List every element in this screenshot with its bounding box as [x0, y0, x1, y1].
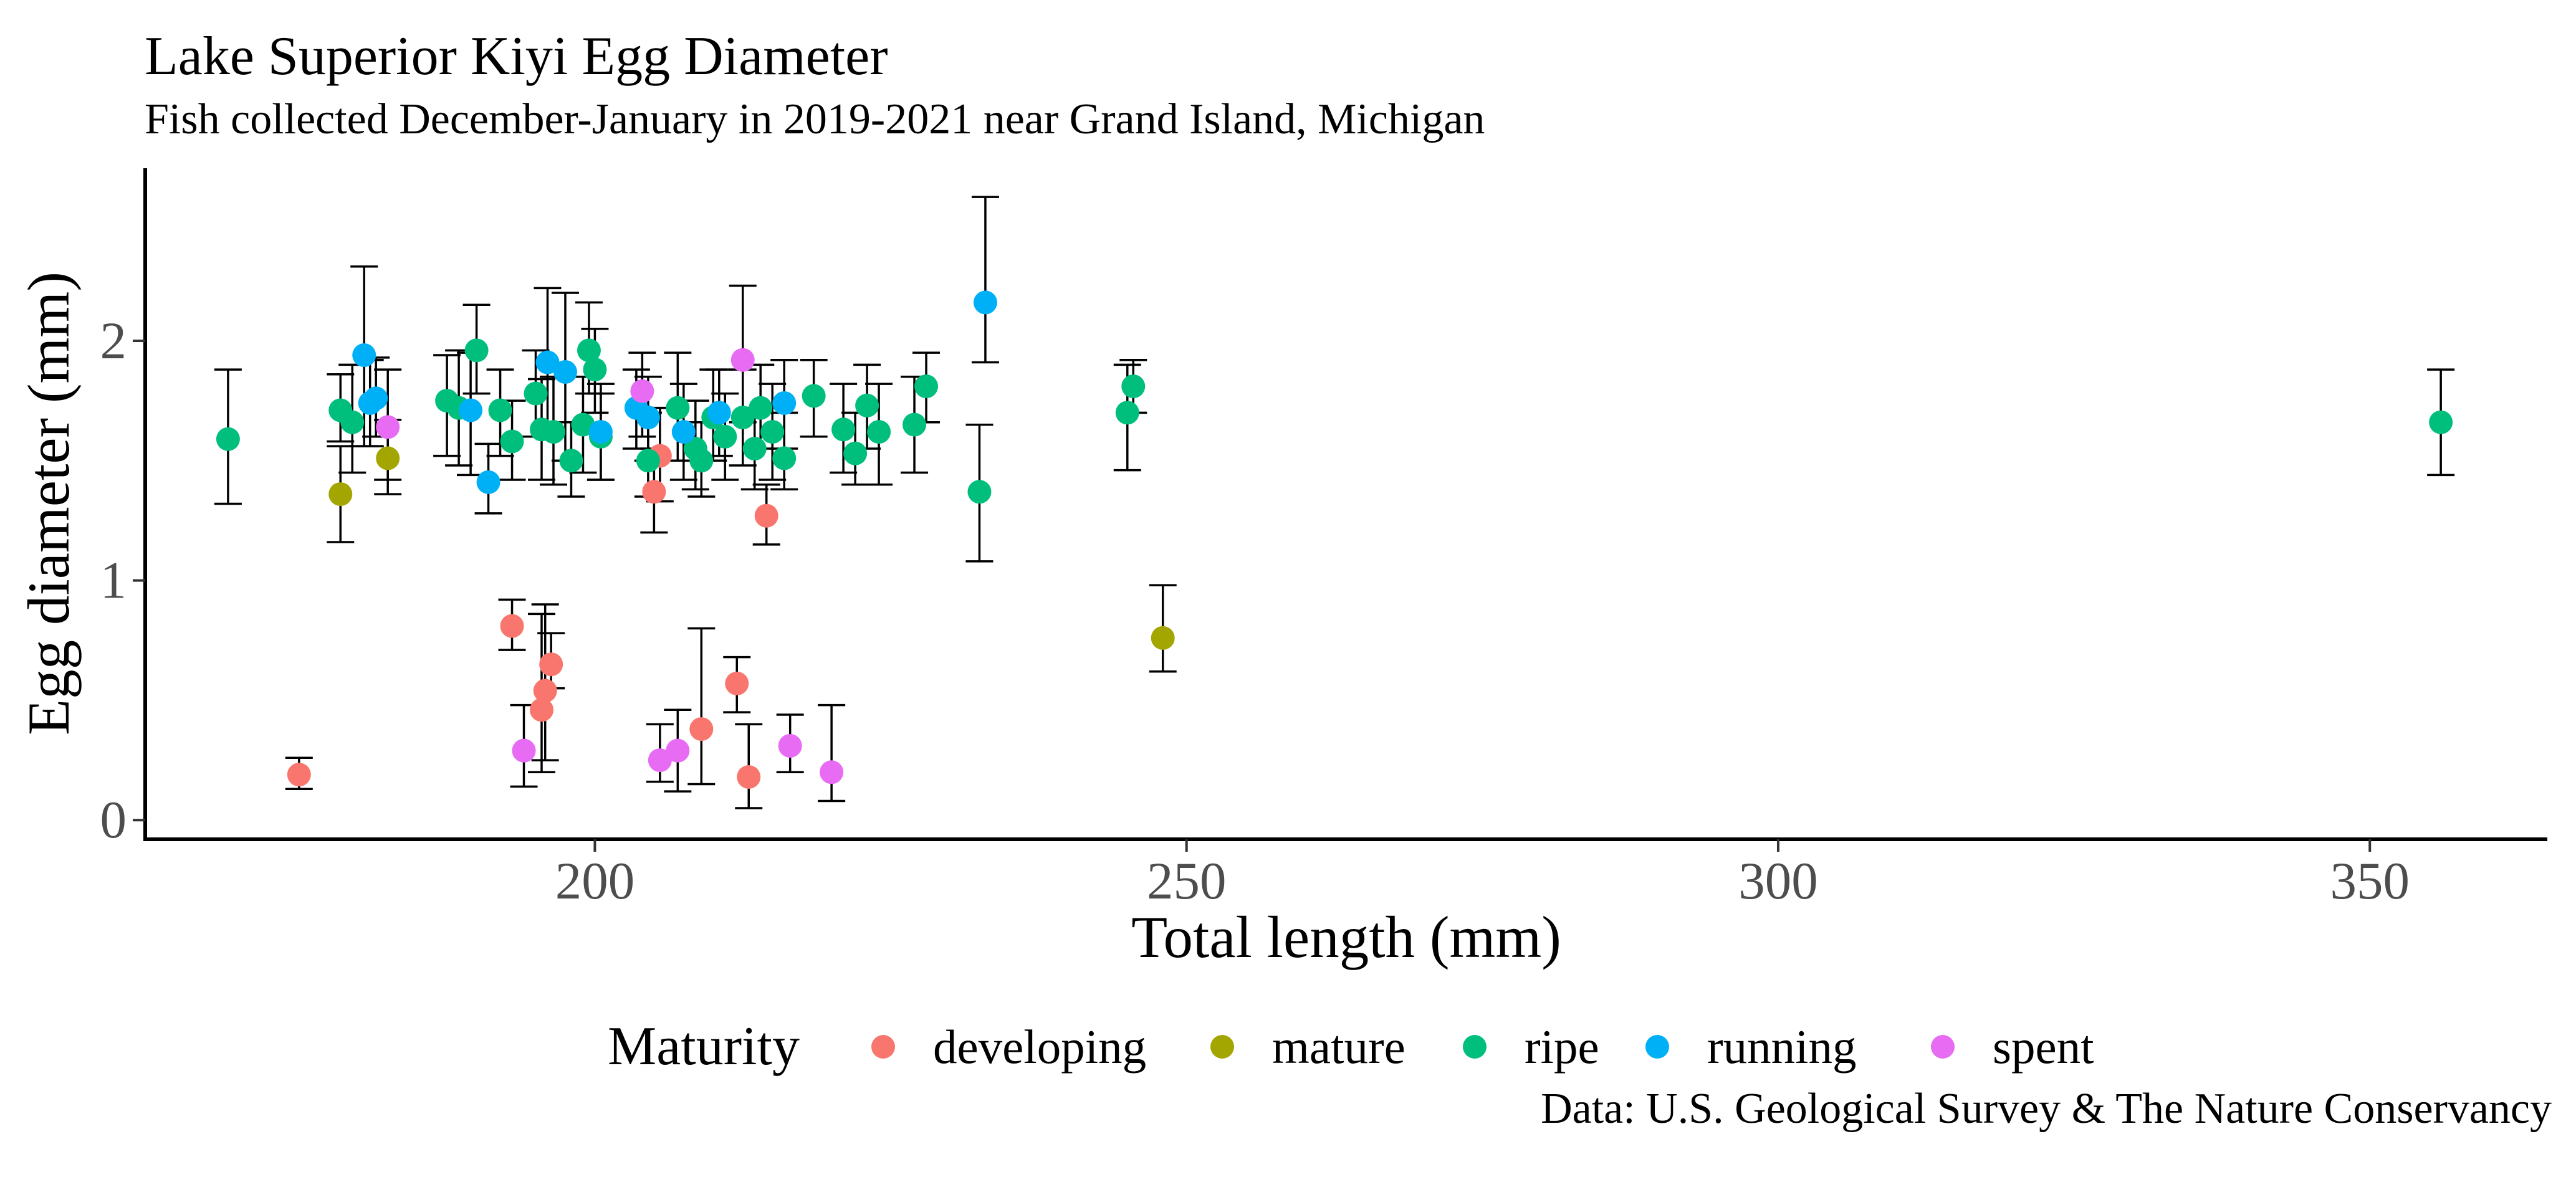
point-ripe-19	[689, 449, 714, 473]
point-ripe-0	[216, 427, 240, 451]
point-running-6	[553, 360, 577, 384]
legend-label-ripe: ripe	[1525, 1020, 1599, 1074]
x-tick-label-350: 350	[2330, 852, 2410, 910]
point-ripe-31	[867, 420, 891, 444]
point-ripe-32	[903, 412, 927, 437]
chart-subtitle: Fish collected December-January in 2019-…	[145, 95, 1485, 143]
x-tick-label-200: 200	[555, 852, 635, 910]
point-ripe-35	[1115, 401, 1139, 425]
legend: Maturity developing mature ripe running spen…	[608, 1016, 2094, 1077]
point-developing-9	[737, 765, 761, 789]
point-ripe-26	[772, 446, 797, 470]
point-ripe-36	[1121, 374, 1146, 399]
point-running-13	[973, 290, 997, 315]
legend-item-spent: spent	[1931, 1020, 2094, 1074]
point-developing-2	[530, 698, 554, 722]
point-ripe-33	[914, 374, 939, 399]
point-mature-1	[376, 446, 400, 470]
point-ripe-21	[713, 424, 737, 449]
y-axis-title: Egg diameter (mm)	[16, 272, 82, 735]
point-running-9	[636, 406, 660, 430]
point-ripe-14	[583, 358, 607, 382]
point-ripe-24	[749, 396, 773, 420]
point-ripe-11	[559, 449, 583, 473]
point-spent-4	[666, 738, 690, 763]
point-developing-1	[500, 614, 524, 638]
point-ripe-27	[802, 384, 826, 408]
y-tick-label-2: 2	[100, 312, 127, 370]
point-developing-4	[539, 652, 563, 677]
point-running-2	[364, 386, 388, 411]
legend-label-mature: mature	[1272, 1020, 1405, 1074]
point-ripe-17	[666, 396, 690, 420]
point-spent-0	[376, 415, 400, 439]
point-spent-2	[630, 379, 654, 403]
legend-label-spent: spent	[1993, 1020, 2094, 1074]
point-running-0	[352, 343, 376, 368]
point-ripe-25	[760, 420, 785, 444]
point-running-4	[476, 470, 500, 494]
point-spent-1	[512, 738, 536, 763]
point-ripe-28	[831, 417, 856, 442]
y-tick-label-0: 0	[100, 791, 127, 849]
point-mature-2	[1151, 626, 1175, 650]
x-axis-title: Total length (mm)	[1131, 904, 1561, 970]
legend-key-mature	[1210, 1035, 1234, 1059]
point-spent-3	[648, 748, 672, 773]
legend-item-developing: developing	[871, 1020, 1146, 1074]
point-ripe-34	[967, 480, 992, 504]
error-bar-developing-7	[687, 627, 716, 786]
chart-caption: Data: U.S. Geological Survey & The Natur…	[1541, 1085, 2552, 1133]
point-ripe-30	[855, 393, 879, 417]
legend-key-spent	[1931, 1035, 1955, 1059]
y-tick-label-1: 1	[100, 551, 127, 610]
x-tick-label-250: 250	[1147, 852, 1227, 910]
error-bar-spent-7	[818, 703, 846, 803]
point-spent-7	[820, 760, 844, 784]
point-ripe-22	[730, 406, 755, 430]
point-ripe-23	[742, 437, 767, 461]
point-ripe-10	[541, 420, 565, 444]
point-running-12	[772, 391, 797, 415]
point-ripe-8	[524, 381, 548, 406]
point-running-5	[535, 350, 560, 374]
legend-label-developing: developing	[933, 1020, 1146, 1074]
point-developing-5	[642, 480, 666, 504]
point-developing-0	[287, 763, 311, 787]
legend-item-running: running	[1645, 1020, 1857, 1074]
legend-key-running	[1645, 1035, 1669, 1059]
point-ripe-16	[636, 449, 660, 473]
point-running-7	[588, 420, 613, 444]
legend-item-ripe: ripe	[1463, 1020, 1599, 1074]
error-bar-running-13	[971, 196, 999, 364]
legend-item-mature: mature	[1210, 1020, 1405, 1074]
point-developing-8	[725, 671, 749, 695]
point-running-3	[459, 398, 483, 422]
point-ripe-37	[2429, 410, 2453, 434]
point-ripe-5	[464, 338, 489, 363]
point-developing-10	[754, 503, 778, 528]
point-ripe-7	[500, 429, 524, 454]
point-ripe-2	[340, 410, 365, 434]
point-ripe-13	[577, 338, 601, 363]
x-tick-label-300: 300	[1738, 852, 1818, 910]
point-developing-7	[689, 717, 714, 741]
legend-key-developing	[871, 1035, 895, 1059]
legend-title: Maturity	[608, 1016, 800, 1077]
point-ripe-29	[843, 441, 868, 465]
point-running-11	[707, 401, 731, 425]
chart-title: Lake Superior Kiyi Egg Diameter	[145, 26, 888, 87]
legend-key-ripe	[1463, 1035, 1487, 1059]
point-spent-6	[778, 733, 802, 758]
point-running-10	[671, 420, 696, 444]
point-developing-3	[533, 679, 557, 703]
point-ripe-6	[488, 398, 512, 422]
point-mature-0	[328, 482, 353, 507]
point-ripe-12	[571, 412, 595, 437]
legend-label-running: running	[1707, 1020, 1857, 1074]
point-spent-5	[730, 348, 755, 372]
